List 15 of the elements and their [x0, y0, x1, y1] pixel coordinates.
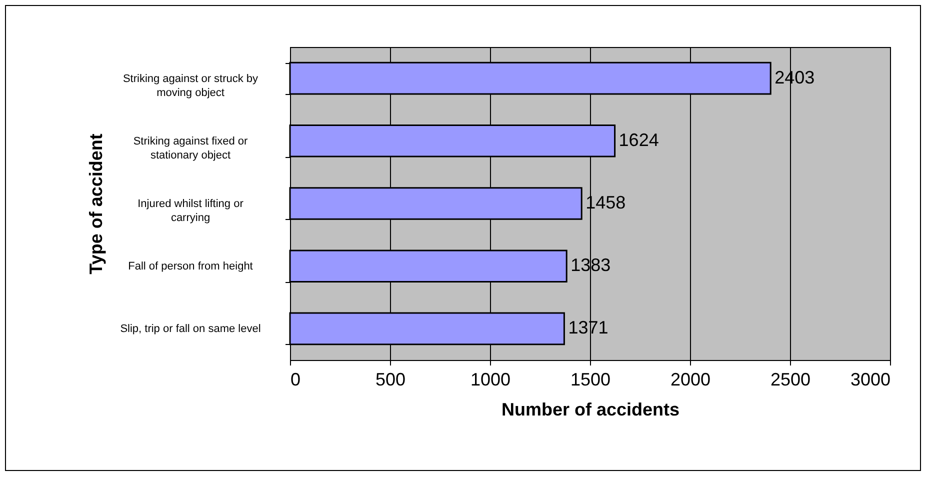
y-axis-title: Type of accident [86, 134, 106, 274]
x-axis-title: Number of accidents [501, 400, 680, 420]
y-tick-label: Slip, trip or fall on same level [120, 323, 261, 336]
x-tick-label: 500 [375, 370, 406, 390]
x-tick-label: 3000 [850, 370, 890, 390]
x-tick-label: 2000 [670, 370, 711, 390]
x-tick-label: 0 [290, 370, 301, 390]
y-tick-label: Injured whilst lifting or carrying [138, 198, 244, 224]
y-tick-label: Fall of person from height [128, 260, 253, 273]
y-tick-label: Striking against fixed or stationary object [133, 135, 248, 162]
x-tick-label: 2500 [770, 370, 811, 390]
data-label: 1624 [618, 130, 659, 150]
x-tick-label: 1000 [470, 370, 511, 390]
y-tick-label: Striking against or struck by moving object [122, 72, 259, 99]
x-tick-label: 1500 [570, 370, 611, 390]
